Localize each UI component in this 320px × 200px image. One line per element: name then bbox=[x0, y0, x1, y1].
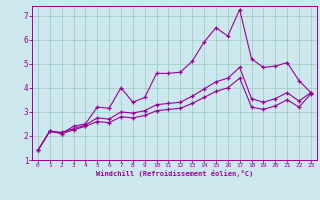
X-axis label: Windchill (Refroidissement éolien,°C): Windchill (Refroidissement éolien,°C) bbox=[96, 170, 253, 177]
